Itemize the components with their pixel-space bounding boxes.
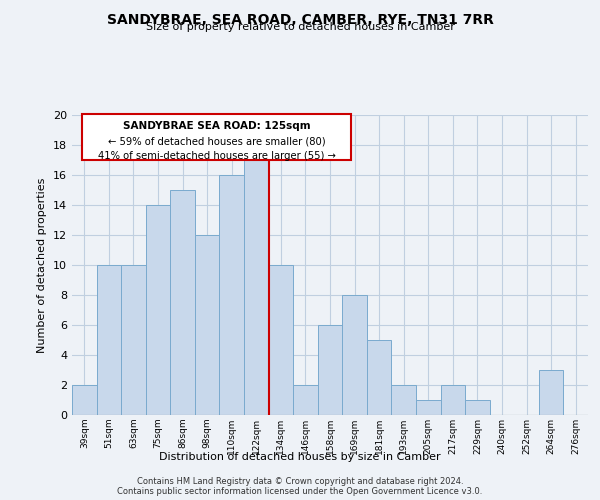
Bar — [72, 385, 97, 415]
Text: Size of property relative to detached houses in Camber: Size of property relative to detached ho… — [146, 22, 454, 32]
Bar — [121, 265, 146, 415]
Bar — [342, 295, 367, 415]
Bar — [146, 205, 170, 415]
Text: 41% of semi-detached houses are larger (55) →: 41% of semi-detached houses are larger (… — [98, 151, 335, 161]
Bar — [416, 400, 440, 415]
Bar — [318, 325, 342, 415]
Text: Contains public sector information licensed under the Open Government Licence v3: Contains public sector information licen… — [118, 486, 482, 496]
Bar — [220, 175, 244, 415]
Bar — [465, 400, 490, 415]
Text: Contains HM Land Registry data © Crown copyright and database right 2024.: Contains HM Land Registry data © Crown c… — [137, 476, 463, 486]
Bar — [367, 340, 391, 415]
FancyBboxPatch shape — [82, 114, 350, 160]
Bar — [170, 190, 195, 415]
Bar — [269, 265, 293, 415]
Bar — [539, 370, 563, 415]
Bar — [195, 235, 220, 415]
Bar — [244, 160, 269, 415]
Bar — [440, 385, 465, 415]
Text: SANDYBRAE, SEA ROAD, CAMBER, RYE, TN31 7RR: SANDYBRAE, SEA ROAD, CAMBER, RYE, TN31 7… — [107, 12, 493, 26]
Bar — [293, 385, 318, 415]
Text: Distribution of detached houses by size in Camber: Distribution of detached houses by size … — [159, 452, 441, 462]
Bar — [97, 265, 121, 415]
Text: ← 59% of detached houses are smaller (80): ← 59% of detached houses are smaller (80… — [107, 136, 325, 146]
Text: SANDYBRAE SEA ROAD: 125sqm: SANDYBRAE SEA ROAD: 125sqm — [122, 121, 310, 131]
Y-axis label: Number of detached properties: Number of detached properties — [37, 178, 47, 352]
Bar — [391, 385, 416, 415]
